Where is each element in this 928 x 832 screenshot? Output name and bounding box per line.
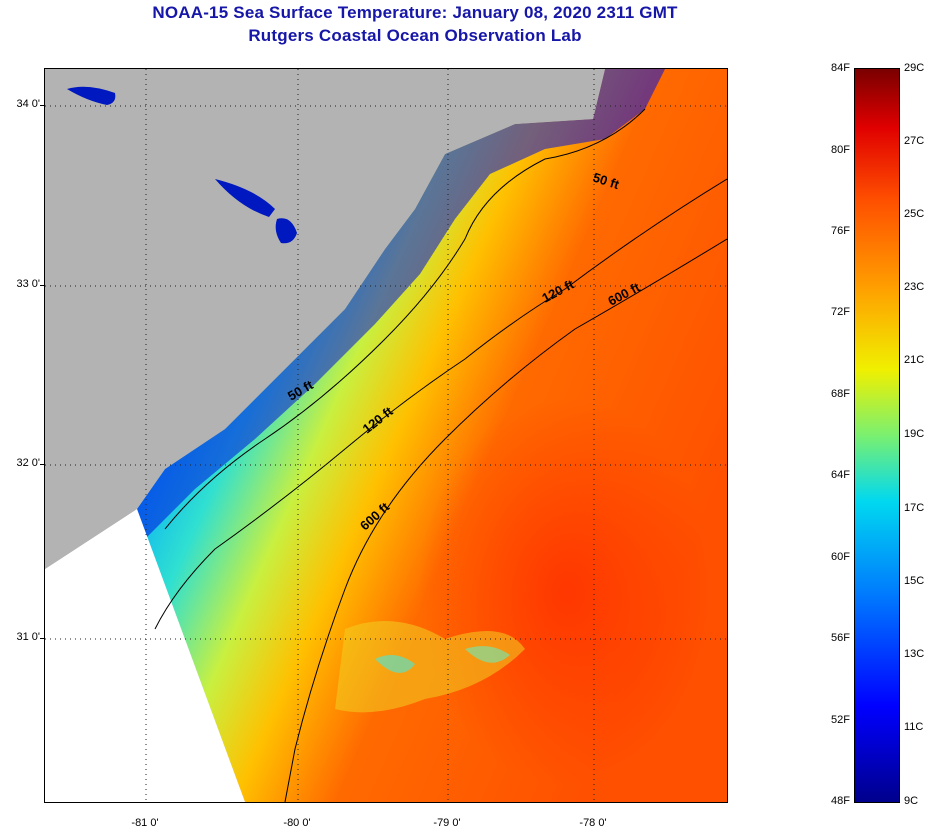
- lon-label: -80 0': [283, 817, 311, 829]
- scale-label-c: 23C: [904, 281, 925, 293]
- scale-label-f: 64F: [831, 469, 850, 481]
- scale-label-c: 17C: [904, 502, 925, 514]
- scale-label-c: 29C: [904, 62, 925, 74]
- lat-label: 33 0': [16, 278, 40, 290]
- scale-label-f: 76F: [831, 225, 850, 237]
- sst-map-graphic: 50 ft 50 ft 120 ft 120 ft 600 ft 600 ft: [45, 69, 727, 802]
- scale-label-f: 56F: [831, 632, 850, 644]
- scale-label-c: 9C: [904, 795, 919, 807]
- scale-label-c: 21C: [904, 354, 925, 366]
- no-data-area: [45, 509, 245, 802]
- scale-label-c: 25C: [904, 208, 925, 220]
- lat-lon-grid: [45, 69, 727, 802]
- lon-label: -79 0': [433, 817, 461, 829]
- lon-label: -81 0': [131, 817, 159, 829]
- scale-label-c: 27C: [904, 135, 925, 147]
- scale-label-f: 48F: [831, 795, 850, 807]
- scale-label-c: 13C: [904, 648, 925, 660]
- lon-label: -78 0': [579, 817, 607, 829]
- color-scale-bar: [854, 68, 900, 803]
- map-title: NOAA-15 Sea Surface Temperature: January…: [152, 3, 678, 22]
- scale-label-f: 52F: [831, 714, 850, 726]
- contour-120ft: [154, 178, 727, 630]
- scale-label-f: 72F: [831, 306, 850, 318]
- scale-label-f: 80F: [831, 144, 850, 156]
- lat-label: 31 0': [16, 631, 40, 643]
- scale-label-f: 68F: [831, 388, 850, 400]
- lat-label: 34 0': [16, 98, 40, 110]
- scale-label-c: 11C: [904, 721, 924, 733]
- scale-label-c: 19C: [904, 428, 925, 440]
- scale-label-f: 84F: [831, 62, 850, 74]
- scale-label-c: 15C: [904, 575, 925, 587]
- sst-map: 50 ft 50 ft 120 ft 120 ft 600 ft 600 ft: [44, 68, 728, 803]
- contour-600ft: [284, 238, 727, 802]
- contour-50ft: [164, 108, 646, 530]
- scale-label-f: 60F: [831, 551, 850, 563]
- land-area: [45, 69, 605, 569]
- map-subtitle: Rutgers Coastal Ocean Observation Lab: [248, 26, 582, 45]
- lat-label: 32 0': [16, 457, 40, 469]
